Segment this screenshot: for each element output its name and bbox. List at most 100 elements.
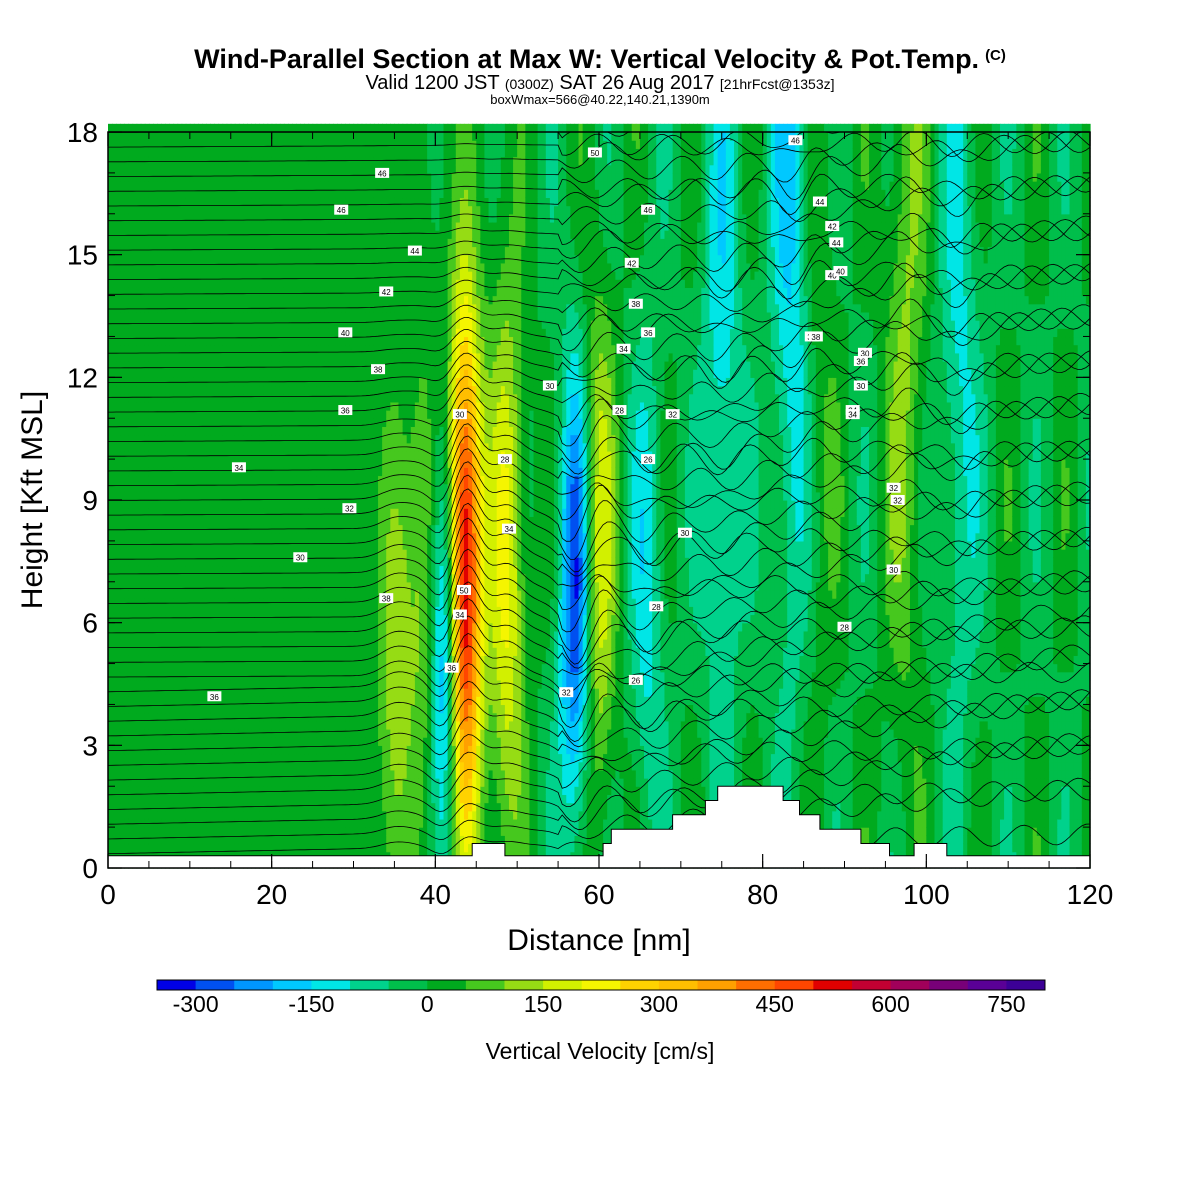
field-cell	[288, 647, 293, 656]
field-cell	[255, 688, 260, 697]
field-cell	[259, 246, 264, 255]
field-cell	[112, 516, 117, 525]
field-cell	[214, 197, 219, 206]
field-cell	[284, 696, 289, 705]
field-cell	[214, 606, 219, 615]
field-cell	[329, 467, 334, 476]
field-cell	[259, 835, 264, 844]
field-cell	[231, 206, 236, 215]
field-cell	[214, 296, 219, 305]
field-cell	[218, 435, 223, 444]
field-cell	[173, 222, 178, 231]
field-cell	[292, 737, 297, 746]
field-cell	[173, 549, 178, 558]
field-cell	[288, 320, 293, 329]
field-cell	[190, 435, 195, 444]
field-cell	[304, 811, 309, 820]
field-cell	[206, 819, 211, 828]
field-cell	[157, 688, 162, 697]
field-cell	[116, 296, 121, 305]
field-cell	[194, 688, 199, 697]
field-cell	[149, 361, 154, 370]
field-cell	[124, 304, 129, 313]
field-cell	[284, 467, 289, 476]
field-cell	[276, 762, 281, 771]
field-cell	[157, 484, 162, 493]
field-cell	[268, 475, 273, 484]
field-cell	[329, 328, 334, 337]
field-cell	[202, 246, 207, 255]
field-cell	[153, 574, 158, 583]
field-cell	[321, 729, 326, 738]
field-cell	[227, 402, 232, 411]
field-cell	[194, 672, 199, 681]
field-cell	[280, 353, 285, 362]
field-cell	[239, 197, 244, 206]
field-cell	[190, 157, 195, 166]
field-cell	[255, 778, 260, 787]
field-cell	[247, 827, 252, 836]
field-cell	[247, 549, 252, 558]
field-cell	[243, 500, 248, 509]
field-cell	[280, 238, 285, 247]
field-cell	[321, 475, 326, 484]
field-cell	[247, 533, 252, 542]
field-cell	[161, 541, 166, 550]
field-cell	[182, 729, 187, 738]
field-cell	[145, 222, 150, 231]
field-cell	[149, 206, 154, 215]
field-cell	[263, 729, 268, 738]
field-cell	[202, 255, 207, 264]
field-cell	[259, 508, 264, 517]
field-cell	[128, 386, 133, 395]
field-cell	[137, 631, 142, 640]
field-cell	[247, 402, 252, 411]
field-cell	[321, 443, 326, 452]
field-cell	[296, 533, 301, 542]
field-cell	[190, 377, 195, 386]
field-cell	[280, 148, 285, 157]
field-cell	[251, 606, 256, 615]
field-cell	[325, 704, 330, 713]
field-cell	[292, 606, 297, 615]
field-cell	[116, 713, 121, 722]
field-cell	[263, 541, 268, 550]
field-cell	[133, 459, 138, 468]
field-cell	[198, 811, 203, 820]
field-cell	[153, 132, 158, 141]
field-cell	[272, 754, 277, 763]
field-cell	[276, 778, 281, 787]
field-cell	[120, 214, 125, 223]
field-cell	[120, 565, 125, 574]
field-cell	[182, 827, 187, 836]
field-cell	[128, 328, 133, 337]
field-cell	[227, 582, 232, 591]
field-cell	[239, 647, 244, 656]
field-cell	[206, 148, 211, 157]
field-cell	[198, 238, 203, 247]
field-cell	[308, 614, 313, 623]
field-cell	[325, 803, 330, 812]
field-cell	[182, 754, 187, 763]
field-cell	[182, 369, 187, 378]
field-cell	[313, 238, 318, 247]
field-cell	[120, 271, 125, 280]
field-cell	[288, 165, 293, 174]
field-cell	[149, 557, 154, 566]
field-cell	[308, 394, 313, 403]
field-cell	[255, 492, 260, 501]
field-cell	[210, 426, 215, 435]
field-cell	[153, 696, 158, 705]
field-cell	[284, 320, 289, 329]
field-cell	[210, 574, 215, 583]
field-cell	[243, 623, 248, 632]
field-cell	[173, 565, 178, 574]
field-cell	[268, 402, 273, 411]
field-cell	[227, 737, 232, 746]
field-cell	[268, 386, 273, 395]
field-cell	[276, 361, 281, 370]
field-cell	[214, 206, 219, 215]
field-cell	[272, 386, 277, 395]
field-cell	[112, 737, 117, 746]
field-cell	[284, 680, 289, 689]
